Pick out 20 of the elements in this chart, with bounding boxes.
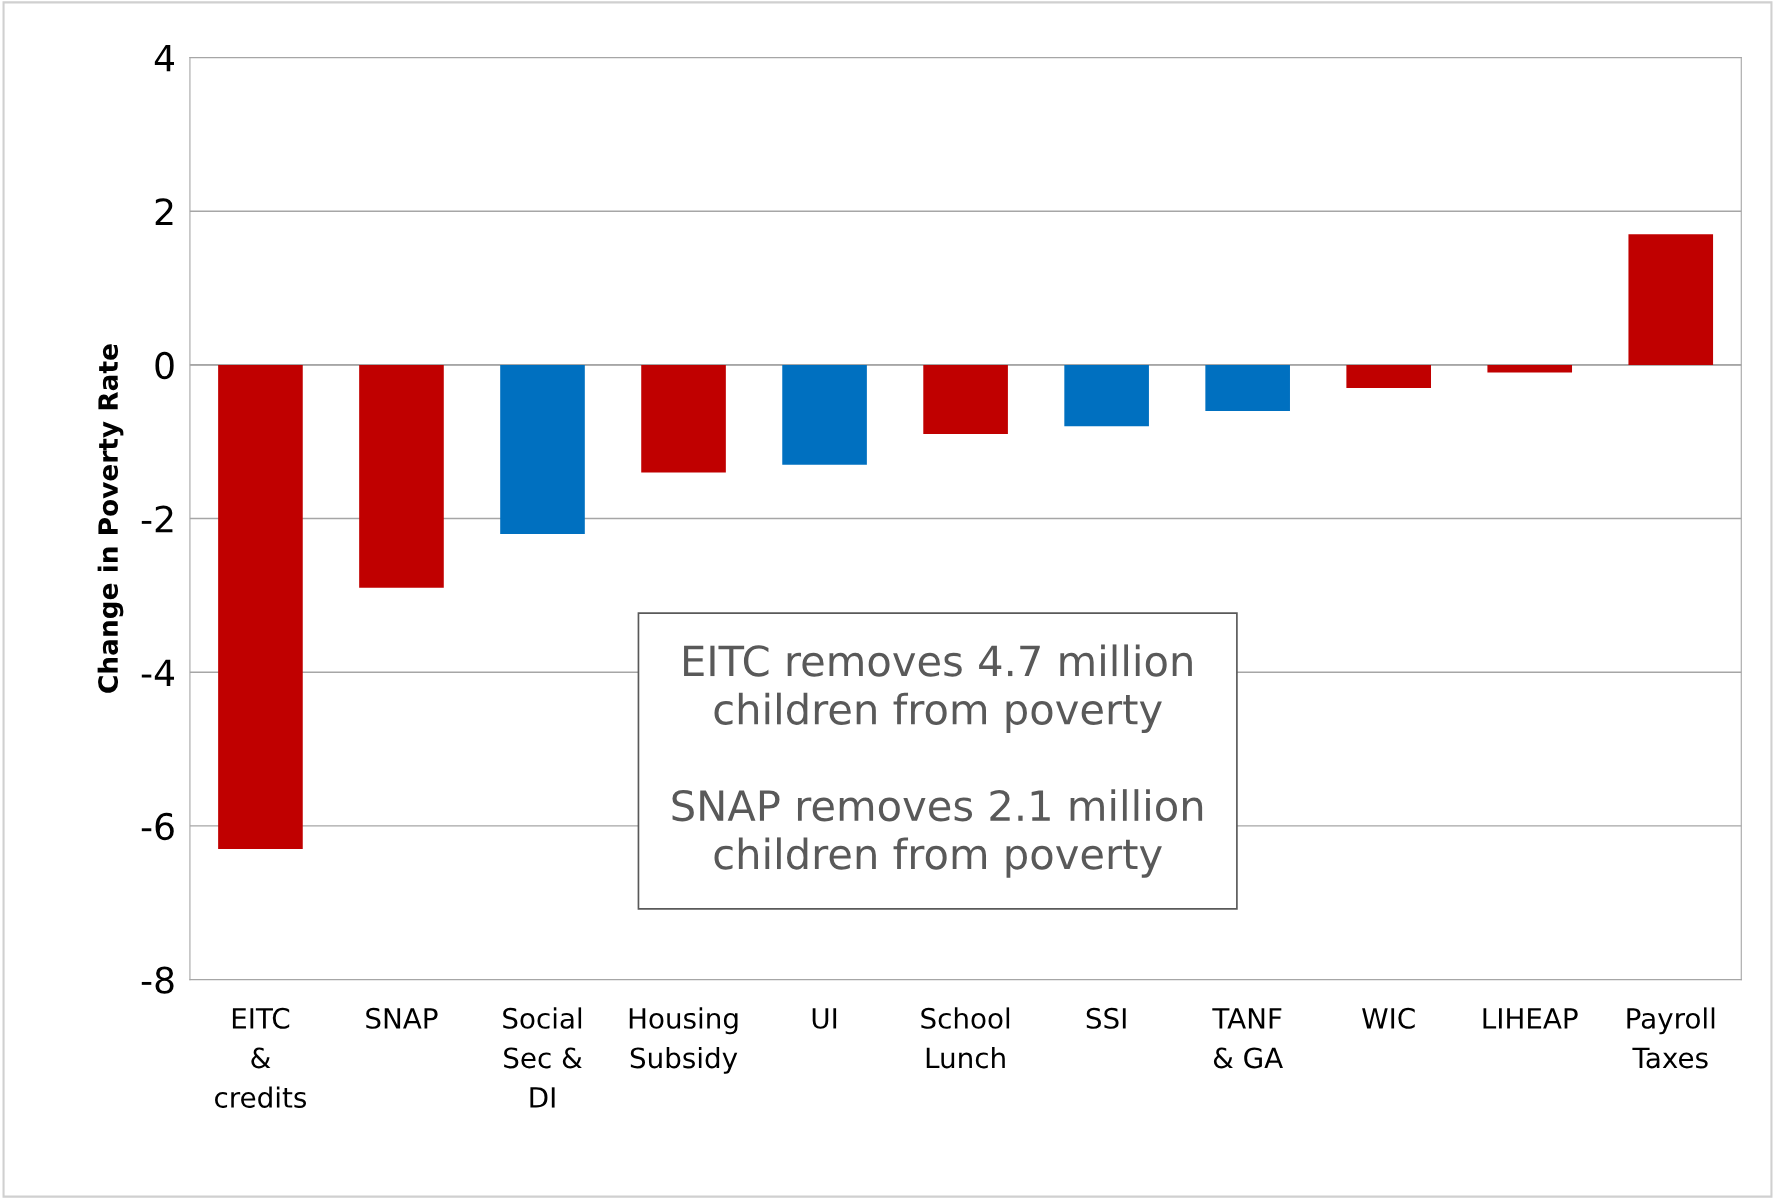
y-tick-label: -2 bbox=[141, 505, 173, 533]
y-tick-label: -6 bbox=[141, 812, 174, 841]
x-tick-label: EITC & credits bbox=[215, 1007, 307, 1108]
text: EITC removes 4.7 million children from poverty SNAP removes 2.1 million children from poverty bbox=[672, 644, 1203, 878]
y-tick-label: -4 bbox=[141, 659, 175, 686]
y-axis-title: Change in Poverty Rate bbox=[97, 344, 124, 693]
x-tick-label: Housing Subsidy bbox=[629, 1007, 738, 1074]
x-tick-label: SNAP bbox=[366, 1007, 438, 1029]
x-tick-label: TANF & GA bbox=[1212, 1008, 1283, 1069]
y-tick-label: 4 bbox=[154, 44, 175, 72]
x-tick-label: UI bbox=[812, 1008, 837, 1029]
x-tick-label: WIC bbox=[1362, 1007, 1415, 1029]
y-tick-label: -8 bbox=[141, 966, 174, 994]
x-tick-label: LIHEAP bbox=[1483, 1008, 1578, 1029]
y-tick-label: 0 bbox=[155, 351, 174, 380]
x-tick-label: Payroll Taxes bbox=[1627, 1007, 1715, 1069]
x-tick-label: School Lunch bbox=[921, 1007, 1010, 1069]
x-tick-label: Social Sec & DI bbox=[503, 1007, 582, 1108]
y-tick-label: 2 bbox=[155, 198, 173, 225]
x-tick-label: SSI bbox=[1086, 1007, 1126, 1029]
